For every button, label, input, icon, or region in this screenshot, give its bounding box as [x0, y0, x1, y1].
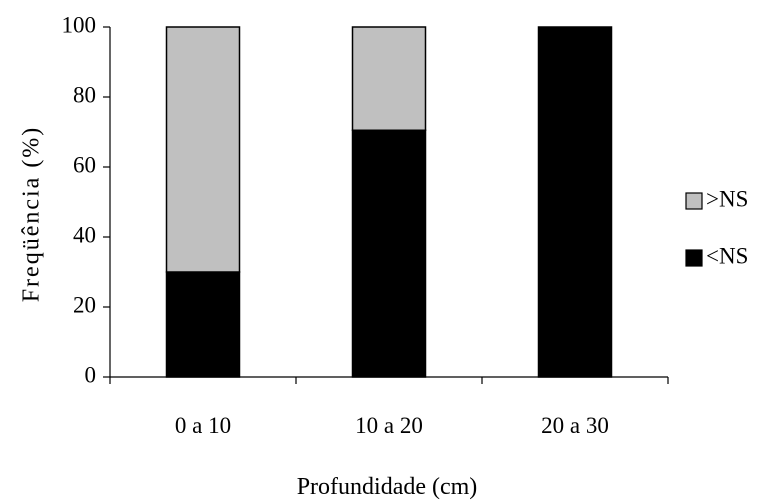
y-tick-label: 60	[73, 152, 96, 177]
x-axis-title: Profundidade (cm)	[297, 474, 478, 500]
x-tick-label: 10 a 20	[355, 413, 423, 438]
y-tick-label: 100	[62, 12, 97, 37]
bar-above-ns-2	[351, 26, 427, 131]
bar-above-ns-1	[165, 26, 241, 273]
legend-label-above-ns: >NS	[706, 186, 748, 211]
x-tick-label: 0 a 10	[175, 413, 231, 438]
legend-swatch-above-ns	[685, 192, 703, 210]
y-tick-label: 80	[73, 82, 96, 107]
y-tick-label: 40	[73, 222, 96, 247]
x-tick-label: 20 a 30	[541, 413, 609, 438]
y-axis-title: Freqüência (%)	[19, 126, 45, 303]
legend-swatch-below-ns	[685, 249, 703, 267]
y-tick-label: 20	[73, 292, 96, 317]
legend: >NS <NS	[685, 186, 748, 268]
legend-label-below-ns: <NS	[706, 243, 748, 268]
y-tick-label: 0	[85, 362, 97, 387]
bar-below-ns-1	[165, 271, 241, 378]
bars-layer	[165, 26, 613, 378]
axes-layer: 0 20 40 60 80 100 0 a 10 10 a 20 20 a 30	[62, 12, 669, 438]
bar-below-ns-2	[351, 129, 427, 378]
bar-below-ns-3	[537, 26, 613, 378]
